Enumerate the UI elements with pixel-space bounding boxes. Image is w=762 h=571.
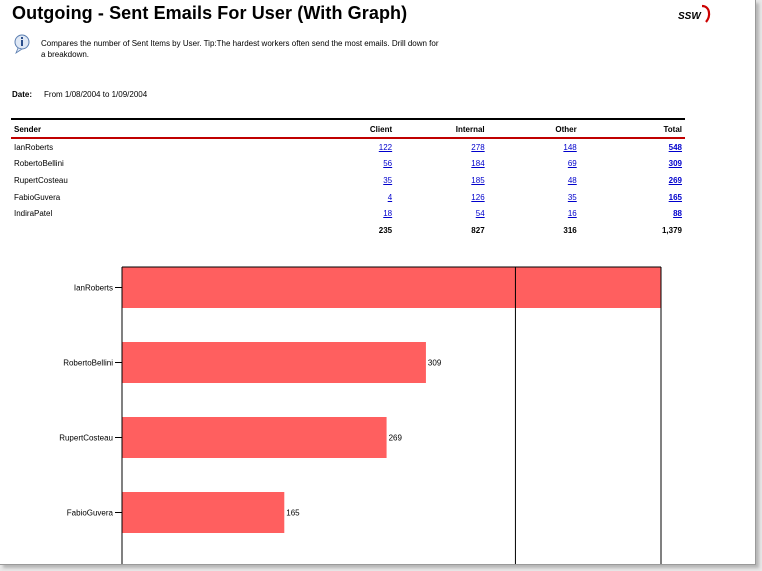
report-title: Outgoing - Sent Emails For User (With Gr… (12, 3, 408, 23)
other-count-link[interactable]: 148 (563, 142, 577, 152)
sender-name: RupertCosteau (14, 175, 68, 185)
sender-name: IndiraPatel (14, 209, 53, 219)
internal-count-link[interactable]: 126 (471, 192, 485, 202)
data-label: 269 (389, 434, 403, 443)
table-row: IndiraPatel 18 54 16 88 (11, 205, 685, 222)
client-total: 235 (378, 225, 393, 235)
header-internal: Internal (395, 118, 488, 139)
logo-text: SSW (678, 11, 702, 22)
other-count-link[interactable]: 69 (567, 159, 577, 169)
other-count-link[interactable]: 16 (567, 209, 577, 219)
header-sender: Sender (11, 118, 303, 139)
bar (122, 342, 426, 383)
category-label: RupertCosteau (59, 434, 113, 443)
category-label: RobertoBellini (63, 359, 113, 368)
category-label: FabioGuvera (67, 509, 114, 518)
internal-count-link[interactable]: 278 (471, 142, 485, 152)
info-icon (14, 34, 30, 54)
header-total: Total (579, 118, 685, 139)
internal-total: 827 (471, 225, 485, 235)
header-other: Other (487, 118, 580, 139)
bar (122, 267, 661, 308)
client-count-link[interactable]: 4 (387, 192, 393, 202)
total-count-link[interactable]: 269 (668, 175, 682, 185)
date-range: Date: From 1/08/2004 to 1/09/2004 (12, 90, 147, 99)
data-label: 165 (286, 509, 300, 518)
other-count-link[interactable]: 35 (567, 192, 577, 202)
other-total: 316 (563, 225, 577, 235)
date-value: From 1/08/2004 to 1/09/2004 (44, 90, 148, 99)
client-count-link[interactable]: 122 (378, 142, 393, 152)
category-label: IanRoberts (74, 284, 113, 293)
sender-name: FabioGuvera (14, 192, 61, 202)
totals-row: 235 827 316 1,379 (11, 222, 685, 239)
table-row: RupertCosteau 35 185 48 269 (11, 172, 685, 189)
sent-emails-table: Sender Client Internal Other Total IanRo… (11, 118, 685, 239)
total-count-link[interactable]: 309 (668, 159, 682, 169)
client-count-link[interactable]: 18 (383, 209, 393, 219)
total-count-link[interactable]: 548 (668, 142, 682, 152)
header-client: Client (303, 118, 396, 139)
client-count-link[interactable]: 56 (383, 159, 393, 169)
table-header-row: Sender Client Internal Other Total (11, 118, 685, 139)
internal-count-link[interactable]: 54 (475, 209, 485, 219)
data-label: 309 (428, 359, 442, 368)
table-row: IanRoberts 122 278 148 548 (11, 138, 685, 156)
client-count-link[interactable]: 35 (383, 175, 393, 185)
date-label: Date: (12, 90, 33, 99)
grand-total: 1,379 (661, 225, 682, 235)
internal-count-link[interactable]: 184 (471, 159, 485, 169)
sender-name: IanRoberts (14, 142, 54, 152)
sender-name: RobertoBellini (14, 159, 64, 169)
total-count-link[interactable]: 88 (673, 209, 682, 219)
bar (122, 492, 285, 533)
table-row: FabioGuvera 4 126 35 165 (11, 189, 685, 206)
table-row: RobertoBellini 56 184 69 309 (11, 156, 685, 173)
internal-count-link[interactable]: 185 (471, 175, 485, 185)
ssw-logo: SSW (678, 4, 711, 23)
sent-emails-bar-chart: IanRoberts RobertoBellini 309 RupertCosteau… (59, 266, 662, 564)
bar (122, 417, 387, 458)
report-description: Compares the number of Sent Items by Use… (41, 39, 439, 59)
other-count-link[interactable]: 48 (567, 175, 577, 185)
total-count-link[interactable]: 165 (668, 192, 682, 202)
